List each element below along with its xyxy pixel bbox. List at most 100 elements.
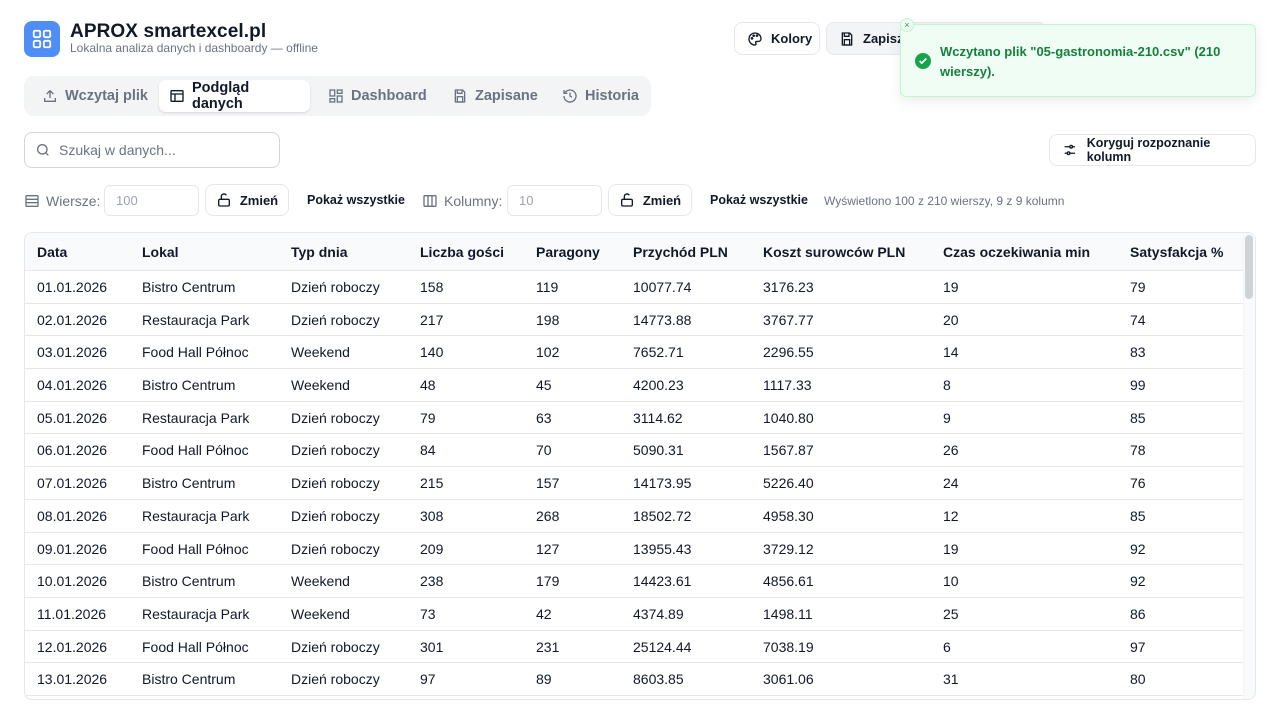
table-row: 04.01.2026 Bistro Centrum Weekend 48 45 4200.… (25, 369, 1245, 402)
table-cell: Weekend (291, 573, 350, 590)
table-cell: 97 (420, 671, 436, 688)
table-scrollbar-thumb[interactable] (1245, 235, 1253, 299)
app-subtitle: Lokalna analiza danych i dashboardy — of… (70, 41, 318, 55)
table-cell: 1117.33 (763, 377, 812, 394)
table-body: 01.01.2026 Bistro Centrum Dzień roboczy 158… (25, 271, 1245, 696)
table-cell: 3176.23 (763, 279, 814, 295)
sliders-icon (1064, 144, 1076, 156)
column-header[interactable]: Typ dnia (291, 244, 348, 260)
table-row: 01.01.2026 Bistro Centrum Dzień roboczy 158… (25, 271, 1245, 304)
table-row: 11.01.2026 Restauracja Park Weekend 73 42 437… (25, 598, 1245, 631)
table-cell: 08.01.2026 (37, 507, 108, 524)
table-cell: 24 (943, 475, 959, 492)
columns-change-button[interactable]: Zmień (608, 184, 692, 216)
table-cell: 07.01.2026 (37, 475, 108, 492)
table-cell: 85 (1130, 507, 1146, 524)
save-icon (454, 89, 466, 103)
table-cell: 02.01.2026 (37, 311, 108, 328)
tab-dashboard[interactable]: Dashboard (318, 80, 437, 112)
column-header[interactable]: Data (37, 244, 68, 260)
table-cell: Dzień roboczy (291, 638, 380, 655)
table-cell: 9 (943, 409, 951, 426)
tab-label: Historia (585, 88, 639, 104)
search-box (24, 132, 280, 168)
column-header[interactable]: Liczba gości (420, 244, 505, 260)
table-cell: 42 (536, 605, 552, 622)
table-cell: 268 (536, 507, 560, 524)
table-cell: 14 (943, 344, 959, 361)
table-cell: 63 (536, 409, 552, 426)
table-cell: 140 (420, 344, 444, 361)
column-header[interactable]: Paragony (536, 244, 600, 260)
table-cell: 8 (943, 377, 951, 394)
table-cell: 6 (943, 638, 951, 655)
tab-data-preview[interactable]: Podgląd danych (159, 80, 310, 112)
table-row: 05.01.2026 Restauracja Park Dzień roboczy 7… (25, 402, 1245, 435)
table-row: 03.01.2026 Food Hall Północ Weekend 140 102 7… (25, 336, 1245, 370)
table-cell: Dzień roboczy (291, 475, 380, 492)
table-cell: Bistro Centrum (142, 475, 236, 492)
table-cell: Dzień roboczy (291, 507, 380, 524)
table-cell: 238 (420, 573, 444, 590)
table-cell: 157 (536, 475, 560, 492)
table-cell: 3767.77 (763, 311, 814, 328)
rows-icon (25, 195, 39, 207)
rows-show-all-button[interactable]: Pokaż wszystkie (307, 193, 405, 207)
table-row: 07.01.2026 Bistro Centrum Dzień roboczy 215… (25, 467, 1245, 500)
table-cell: 97 (1130, 638, 1146, 655)
table-cell: 301 (420, 638, 444, 655)
table-cell: Dzień roboczy (291, 409, 380, 426)
upload-icon (44, 89, 56, 102)
table-scrollbar[interactable] (1243, 233, 1255, 699)
table-cell: Restauracja Park (142, 507, 250, 524)
table-cell: 217 (420, 311, 444, 328)
tab-label: Dashboard (351, 88, 427, 104)
tab-history[interactable]: Historia (552, 80, 649, 112)
table-cell: 7038.19 (763, 638, 814, 655)
history-icon (563, 89, 577, 103)
table-cell: 26 (943, 442, 959, 459)
table-cell: 79 (1130, 279, 1146, 295)
rows-change-button[interactable]: Zmień (205, 184, 289, 216)
table-cell: Weekend (291, 377, 350, 394)
colors-button[interactable]: Kolory (734, 22, 820, 55)
table-cell: 10.01.2026 (37, 573, 108, 590)
table-cell: 18502.72 (633, 507, 692, 524)
table-row: 09.01.2026 Food Hall Północ Dzień roboczy 2… (25, 533, 1245, 566)
success-toast: × Wczytano plik "05-gastronomia-210.csv"… (900, 18, 1256, 97)
table-cell: 179 (536, 573, 560, 590)
column-header[interactable]: Przychód PLN (633, 244, 728, 260)
column-header[interactable]: Koszt surowców PLN (763, 244, 906, 260)
table-cell: Bistro Centrum (142, 279, 236, 295)
fix-column-detection-button[interactable]: Koryguj rozpoznanie kolumn (1049, 134, 1256, 166)
tab-upload[interactable]: Wczytaj plik (32, 80, 158, 112)
table-cell: 10077.74 (633, 279, 692, 295)
table-cell: Restauracja Park (142, 409, 250, 426)
table-cell: 45 (536, 377, 552, 394)
table-cell: 215 (420, 475, 444, 492)
table-cell: 92 (1130, 573, 1146, 590)
table-cell: 11.01.2026 (37, 605, 107, 622)
rows-input[interactable] (104, 185, 199, 216)
rows-label: Wiersze: (24, 192, 100, 210)
table-cell: 10 (943, 573, 959, 590)
table-cell: 19 (943, 279, 959, 295)
columns-show-all-button[interactable]: Pokaż wszystkie (710, 193, 808, 207)
table-cell: 1498.11 (763, 605, 813, 622)
table-cell: Dzień roboczy (291, 442, 380, 459)
table-cell: 03.01.2026 (37, 344, 108, 361)
table-cell: 2296.55 (763, 344, 814, 361)
toast-close-icon[interactable]: × (900, 18, 914, 32)
table-cell: 308 (420, 507, 444, 524)
app-title: APROX smartexcel.pl (70, 21, 267, 42)
search-input[interactable] (59, 142, 259, 158)
columns-input[interactable] (507, 185, 602, 216)
table-cell: Food Hall Północ (142, 638, 249, 655)
table-cell: Bistro Centrum (142, 377, 236, 394)
column-header[interactable]: Lokal (142, 244, 179, 260)
column-header[interactable]: Satysfakcja % (1130, 244, 1224, 260)
tab-saved[interactable]: Zapisane (442, 80, 548, 112)
table-row: 10.01.2026 Bistro Centrum Weekend 238 179 144… (25, 565, 1245, 598)
column-header[interactable]: Czas oczekiwania min (943, 244, 1091, 260)
table-cell: Restauracja Park (142, 605, 250, 622)
